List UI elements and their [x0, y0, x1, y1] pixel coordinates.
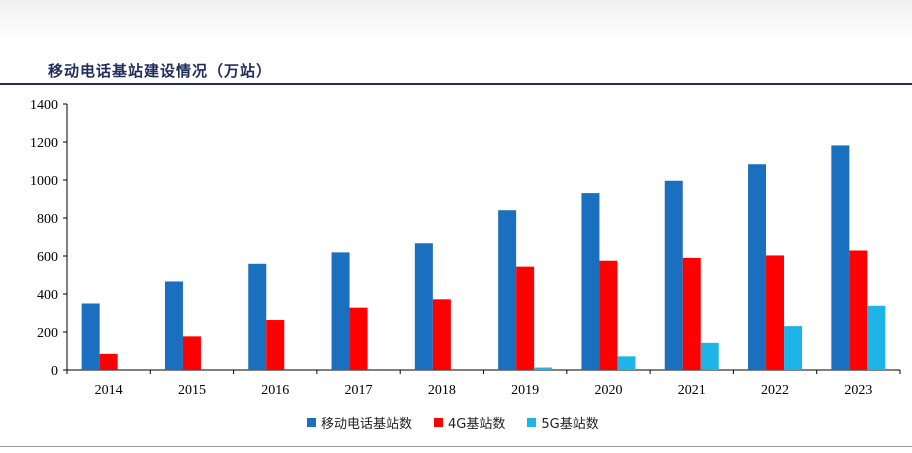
footer-rule [0, 446, 912, 447]
legend: 移动电话基站数 4G基站数 5G基站数 [307, 413, 599, 432]
x-tick-label: 2015 [178, 383, 206, 398]
legend-item-total: 移动电话基站数 [307, 413, 412, 432]
bar-4g-2017 [349, 307, 368, 370]
x-tick-label: 2018 [428, 383, 456, 398]
legend-item-4g: 4G基站数 [434, 413, 505, 432]
bar-total-2022 [748, 164, 767, 370]
y-tick-label: 1000 [30, 174, 58, 189]
bar-4g-2020 [599, 260, 618, 370]
x-tick-label: 2023 [844, 383, 872, 398]
legend-label-total: 移动电话基站数 [321, 417, 413, 432]
bar-total-2017 [331, 252, 350, 370]
y-tick-label: 1200 [30, 136, 58, 151]
legend-label-5g: 5G基站数 [541, 417, 599, 432]
bar-4g-2014 [99, 353, 118, 370]
x-tick-label: 2019 [511, 383, 539, 398]
bar-total-2019 [498, 210, 517, 370]
bar-total-2023 [831, 145, 850, 370]
y-tick-label: 800 [37, 212, 58, 227]
legend-swatch-4g [434, 418, 444, 427]
legend-item-5g: 5G基站数 [527, 413, 599, 432]
bar-total-2018 [414, 243, 433, 370]
top-fade [0, 0, 912, 40]
legend-swatch-5g [527, 418, 537, 427]
bar-4g-2018 [432, 299, 451, 370]
chart-title: 移动电话基站建设情况（万站） [48, 62, 273, 80]
x-tick-label: 2020 [594, 383, 622, 398]
bar-4g-2023 [849, 250, 868, 370]
legend-label-4g: 4G基站数 [448, 417, 506, 432]
legend-swatch-total [307, 418, 316, 427]
bar-4g-2015 [182, 336, 201, 370]
bar-4g-2019 [516, 266, 535, 370]
y-tick-label: 0 [51, 364, 58, 379]
bar-4g-2022 [766, 255, 785, 370]
x-tick-label: 2022 [761, 383, 789, 398]
bar-5g-2021 [700, 342, 719, 370]
x-tick-label: 2017 [345, 383, 373, 398]
bar-total-2014 [81, 303, 100, 370]
title-rule [0, 83, 912, 85]
y-tick-label: 400 [37, 288, 58, 303]
bar-4g-2021 [682, 257, 701, 370]
bar-4g-2016 [266, 320, 285, 370]
y-tick-label: 200 [37, 326, 58, 341]
bar-5g-2023 [867, 305, 886, 370]
bar-5g-2022 [784, 326, 803, 370]
x-tick-label: 2021 [678, 383, 706, 398]
bar-total-2016 [248, 263, 267, 370]
bar-total-2015 [164, 281, 183, 370]
bar-total-2020 [581, 193, 600, 370]
bar-total-2021 [664, 180, 683, 370]
bar-5g-2020 [617, 356, 636, 370]
x-tick-label: 2016 [261, 383, 289, 398]
y-tick-label: 600 [37, 250, 58, 265]
x-tick-label: 2014 [95, 383, 123, 398]
bar-5g-2019 [534, 367, 553, 370]
y-tick-label: 1400 [30, 98, 58, 113]
